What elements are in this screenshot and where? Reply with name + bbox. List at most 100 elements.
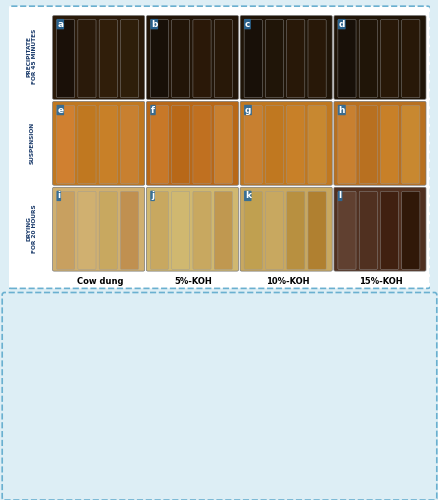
Line: 5%: 5% (18, 347, 162, 460)
FancyBboxPatch shape (307, 192, 325, 270)
120°C (321, 386, 326, 392)
FancyBboxPatch shape (146, 16, 238, 100)
Line: 80°C: 80°C (273, 386, 422, 464)
FancyBboxPatch shape (53, 102, 145, 185)
Line: 10%: 10% (18, 364, 162, 477)
FancyBboxPatch shape (99, 192, 117, 270)
FancyBboxPatch shape (192, 20, 211, 98)
Line: 15%: 15% (18, 378, 162, 480)
FancyBboxPatch shape (240, 16, 332, 100)
FancyBboxPatch shape (150, 20, 168, 98)
FancyBboxPatch shape (150, 192, 168, 270)
FancyBboxPatch shape (192, 192, 211, 270)
5% (18, 346, 23, 352)
FancyBboxPatch shape (150, 106, 168, 184)
Text: 10%-KOH: 10%-KOH (265, 277, 308, 286)
FancyBboxPatch shape (265, 192, 283, 270)
Text: d: d (338, 20, 344, 28)
FancyBboxPatch shape (307, 106, 325, 184)
100°C (417, 404, 422, 410)
Text: h: h (338, 106, 344, 114)
80°C (417, 408, 422, 414)
60°C (369, 452, 374, 458)
5% (64, 400, 70, 406)
FancyBboxPatch shape (57, 106, 74, 184)
Text: k: k (244, 192, 250, 200)
FancyBboxPatch shape (358, 106, 377, 184)
FancyBboxPatch shape (401, 192, 419, 270)
Legend: 60°C, 80°C, 100°C, 120°C: 60°C, 80°C, 100°C, 120°C (270, 316, 307, 350)
Legend: Cow dung, 5%, 10%, 15%: Cow dung, 5%, 10%, 15% (118, 316, 168, 350)
FancyBboxPatch shape (333, 188, 425, 271)
100°C (369, 353, 374, 359)
80°C (273, 459, 279, 465)
FancyBboxPatch shape (78, 192, 96, 270)
FancyBboxPatch shape (192, 106, 211, 184)
Text: e: e (57, 106, 63, 114)
FancyBboxPatch shape (146, 188, 238, 271)
FancyBboxPatch shape (57, 20, 74, 98)
Text: PRECIPITATE
FOR 45 MINUTES: PRECIPITATE FOR 45 MINUTES (26, 29, 37, 84)
FancyBboxPatch shape (337, 192, 355, 270)
FancyBboxPatch shape (380, 106, 398, 184)
FancyBboxPatch shape (244, 192, 261, 270)
10% (64, 414, 70, 420)
FancyBboxPatch shape (358, 20, 377, 98)
FancyBboxPatch shape (307, 20, 325, 98)
Text: DRYING
FOR 20 HOURS: DRYING FOR 20 HOURS (26, 204, 37, 253)
FancyBboxPatch shape (99, 20, 117, 98)
FancyBboxPatch shape (120, 20, 138, 98)
FancyBboxPatch shape (171, 20, 189, 98)
FancyBboxPatch shape (333, 16, 425, 100)
FancyBboxPatch shape (171, 192, 189, 270)
Cow dung (158, 428, 163, 434)
100°C (321, 390, 326, 396)
FancyBboxPatch shape (171, 106, 189, 184)
FancyBboxPatch shape (240, 188, 332, 271)
FancyBboxPatch shape (99, 106, 117, 184)
Text: j: j (151, 192, 154, 200)
Cow dung (18, 326, 23, 332)
Text: g: g (244, 106, 251, 114)
FancyBboxPatch shape (380, 192, 398, 270)
FancyBboxPatch shape (401, 106, 419, 184)
FancyBboxPatch shape (146, 102, 238, 185)
Line: Cow dung: Cow dung (18, 326, 162, 433)
Text: f: f (151, 106, 155, 114)
FancyBboxPatch shape (286, 192, 304, 270)
10% (111, 468, 116, 474)
Cow dung (64, 360, 70, 366)
120°C (369, 331, 374, 337)
15% (64, 431, 70, 437)
FancyBboxPatch shape (53, 188, 145, 271)
120°C (417, 386, 422, 392)
15% (18, 377, 23, 383)
60°C (417, 459, 422, 465)
FancyBboxPatch shape (380, 20, 398, 98)
FancyBboxPatch shape (53, 16, 145, 100)
15% (158, 475, 163, 481)
60°C (273, 474, 279, 480)
FancyBboxPatch shape (214, 20, 232, 98)
Cow dung (111, 414, 116, 420)
FancyBboxPatch shape (78, 106, 96, 184)
10% (158, 472, 163, 478)
FancyBboxPatch shape (240, 102, 332, 185)
FancyBboxPatch shape (244, 20, 261, 98)
Line: 120°C: 120°C (273, 332, 422, 413)
100°C (273, 415, 279, 421)
FancyBboxPatch shape (337, 106, 355, 184)
Text: Cow dung: Cow dung (77, 277, 123, 286)
Text: i: i (57, 192, 60, 200)
5% (158, 454, 163, 460)
FancyBboxPatch shape (120, 192, 138, 270)
FancyBboxPatch shape (120, 106, 138, 184)
Line: 60°C: 60°C (273, 452, 422, 479)
120°C (273, 408, 279, 414)
10% (18, 363, 23, 369)
Text: 5%-KOH: 5%-KOH (174, 277, 212, 286)
FancyBboxPatch shape (78, 20, 96, 98)
FancyBboxPatch shape (337, 20, 355, 98)
60°C (321, 459, 326, 465)
FancyBboxPatch shape (265, 20, 283, 98)
